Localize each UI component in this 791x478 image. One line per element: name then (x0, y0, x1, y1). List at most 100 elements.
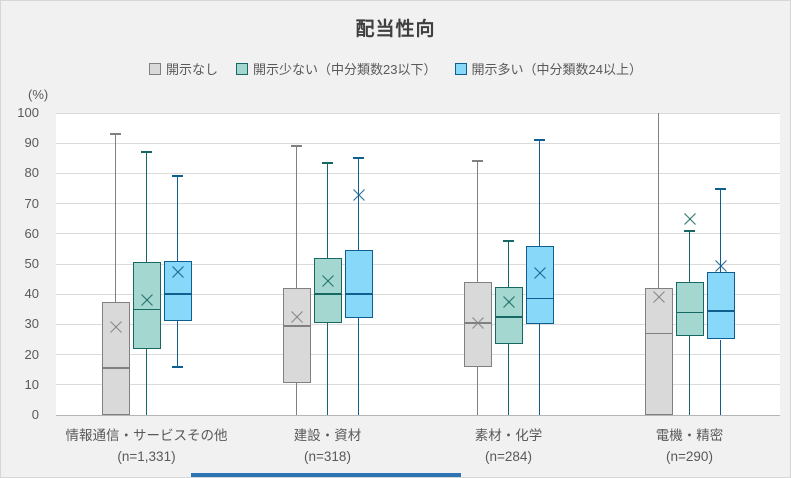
median-line (494, 316, 523, 318)
gridline (56, 384, 780, 386)
whisker-cap-upper (353, 157, 364, 160)
gridline (56, 354, 780, 356)
whisker-cap-lower (172, 365, 183, 368)
mean-x-marker (140, 293, 154, 307)
category-n-count: (n=284) (485, 449, 532, 464)
x-category-label: 素材・化学 (n=284) (394, 425, 624, 467)
y-tick-label: 60 (24, 225, 39, 241)
legend-label: 開示なし (166, 62, 219, 77)
whisker-lower (357, 318, 360, 415)
median-line (344, 293, 373, 295)
whisker-upper (326, 162, 329, 258)
gridline (56, 112, 780, 114)
whisker-upper (507, 241, 510, 287)
whisker-lower (326, 322, 329, 415)
whisker-upper (688, 230, 691, 283)
y-tick-label: 80 (24, 165, 39, 181)
y-axis-unit-label: (%) (28, 87, 49, 102)
gridline (56, 293, 780, 295)
legend-swatch-icon (454, 62, 467, 75)
y-tick-label: 10 (24, 376, 39, 392)
gridline (56, 203, 780, 205)
whisker-upper (176, 176, 179, 261)
box-plot-box (101, 301, 130, 415)
plot-area (56, 112, 780, 416)
y-tick-label: 70 (24, 195, 39, 211)
gridline (56, 323, 780, 325)
box-plot-box (525, 245, 554, 325)
whisker-cap-upper (322, 161, 333, 164)
whisker-lower (176, 321, 179, 367)
mean-x-marker (502, 295, 516, 309)
y-tick-label: 20 (24, 346, 39, 362)
whisker-upper (476, 161, 479, 283)
box-plot-box (313, 257, 342, 323)
mean-x-marker (471, 316, 485, 330)
y-axis: 0 10 20 30 40 50 60 70 80 90 100 (1, 105, 39, 422)
whisker-lower (688, 336, 691, 415)
whisker-cap-upper (715, 187, 726, 190)
gridline (56, 414, 780, 416)
mean-x-marker (352, 188, 366, 202)
gridline (56, 233, 780, 235)
whisker-cap-upper (503, 240, 514, 243)
box-plot-box (344, 250, 373, 319)
x-category-label: 情報通信・サービスその他 (n=1,331) (32, 425, 262, 467)
box-plot-box (132, 262, 161, 349)
category-n-count: (n=318) (304, 449, 351, 464)
box-plot-box (706, 271, 735, 340)
y-tick-label: 0 (31, 407, 39, 422)
whisker-lower (538, 324, 541, 415)
whisker-upper (657, 113, 660, 289)
x-axis: 情報通信・サービスその他 (n=1,331) 建設・資材 (n=318) 素材・化学 (n… (56, 425, 780, 473)
median-line (101, 367, 130, 369)
box-plot-box (644, 288, 673, 415)
legend-item: 開示多い（中分類数24以上） (454, 59, 642, 78)
y-tick-label: 40 (24, 286, 39, 302)
legend-item: 開示なし (149, 59, 218, 78)
whisker-cap-upper (172, 175, 183, 178)
chart-title: 配当性向 (355, 19, 436, 40)
y-tick-label: 100 (17, 105, 39, 120)
bottom-scrollbar-thumb[interactable] (191, 473, 461, 477)
category-name: 建設・資材 (293, 428, 362, 443)
mean-x-marker (533, 266, 547, 280)
y-tick-label: 50 (24, 256, 39, 271)
legend: 開示なし 開示少ない（中分類数23以下） 開示多い（中分類数24以上） (1, 59, 790, 78)
median-line (282, 325, 311, 327)
whisker-lower (719, 339, 722, 415)
whisker-cap-upper (534, 139, 545, 142)
whisker-lower (507, 344, 510, 415)
mean-x-marker (321, 274, 335, 288)
gridline (56, 172, 780, 174)
median-line (675, 311, 704, 314)
median-line (313, 293, 342, 295)
mean-x-marker (290, 310, 304, 324)
whisker-cap-upper (684, 229, 695, 232)
y-tick-label: 90 (24, 135, 39, 151)
mean-x-marker (683, 212, 697, 226)
mean-x-marker (714, 259, 728, 273)
whisker-lower (476, 366, 479, 415)
median-line (706, 310, 735, 312)
legend-label: 開示多い（中分類数24以上） (471, 62, 642, 77)
whisker-cap-upper (472, 160, 483, 163)
category-name: 電機・精密 (655, 428, 724, 443)
whisker-upper (538, 140, 541, 246)
whisker-lower (145, 348, 148, 415)
legend-label: 開示少ない（中分類数23以下） (253, 62, 437, 77)
gridline (56, 263, 780, 265)
legend-swatch-icon (236, 62, 249, 75)
box-plot-box (675, 282, 704, 337)
whisker-upper (357, 158, 360, 251)
x-category-label: 電機・精密 (n=290) (575, 425, 791, 467)
box-plot-box (463, 282, 492, 367)
median-line (525, 297, 554, 300)
category-n-count: (n=1,331) (117, 449, 176, 464)
gridline (56, 142, 780, 144)
whisker-upper (145, 152, 148, 263)
category-name: 素材・化学 (474, 428, 543, 443)
box-plot-box (282, 288, 311, 384)
whisker-upper (114, 134, 117, 302)
